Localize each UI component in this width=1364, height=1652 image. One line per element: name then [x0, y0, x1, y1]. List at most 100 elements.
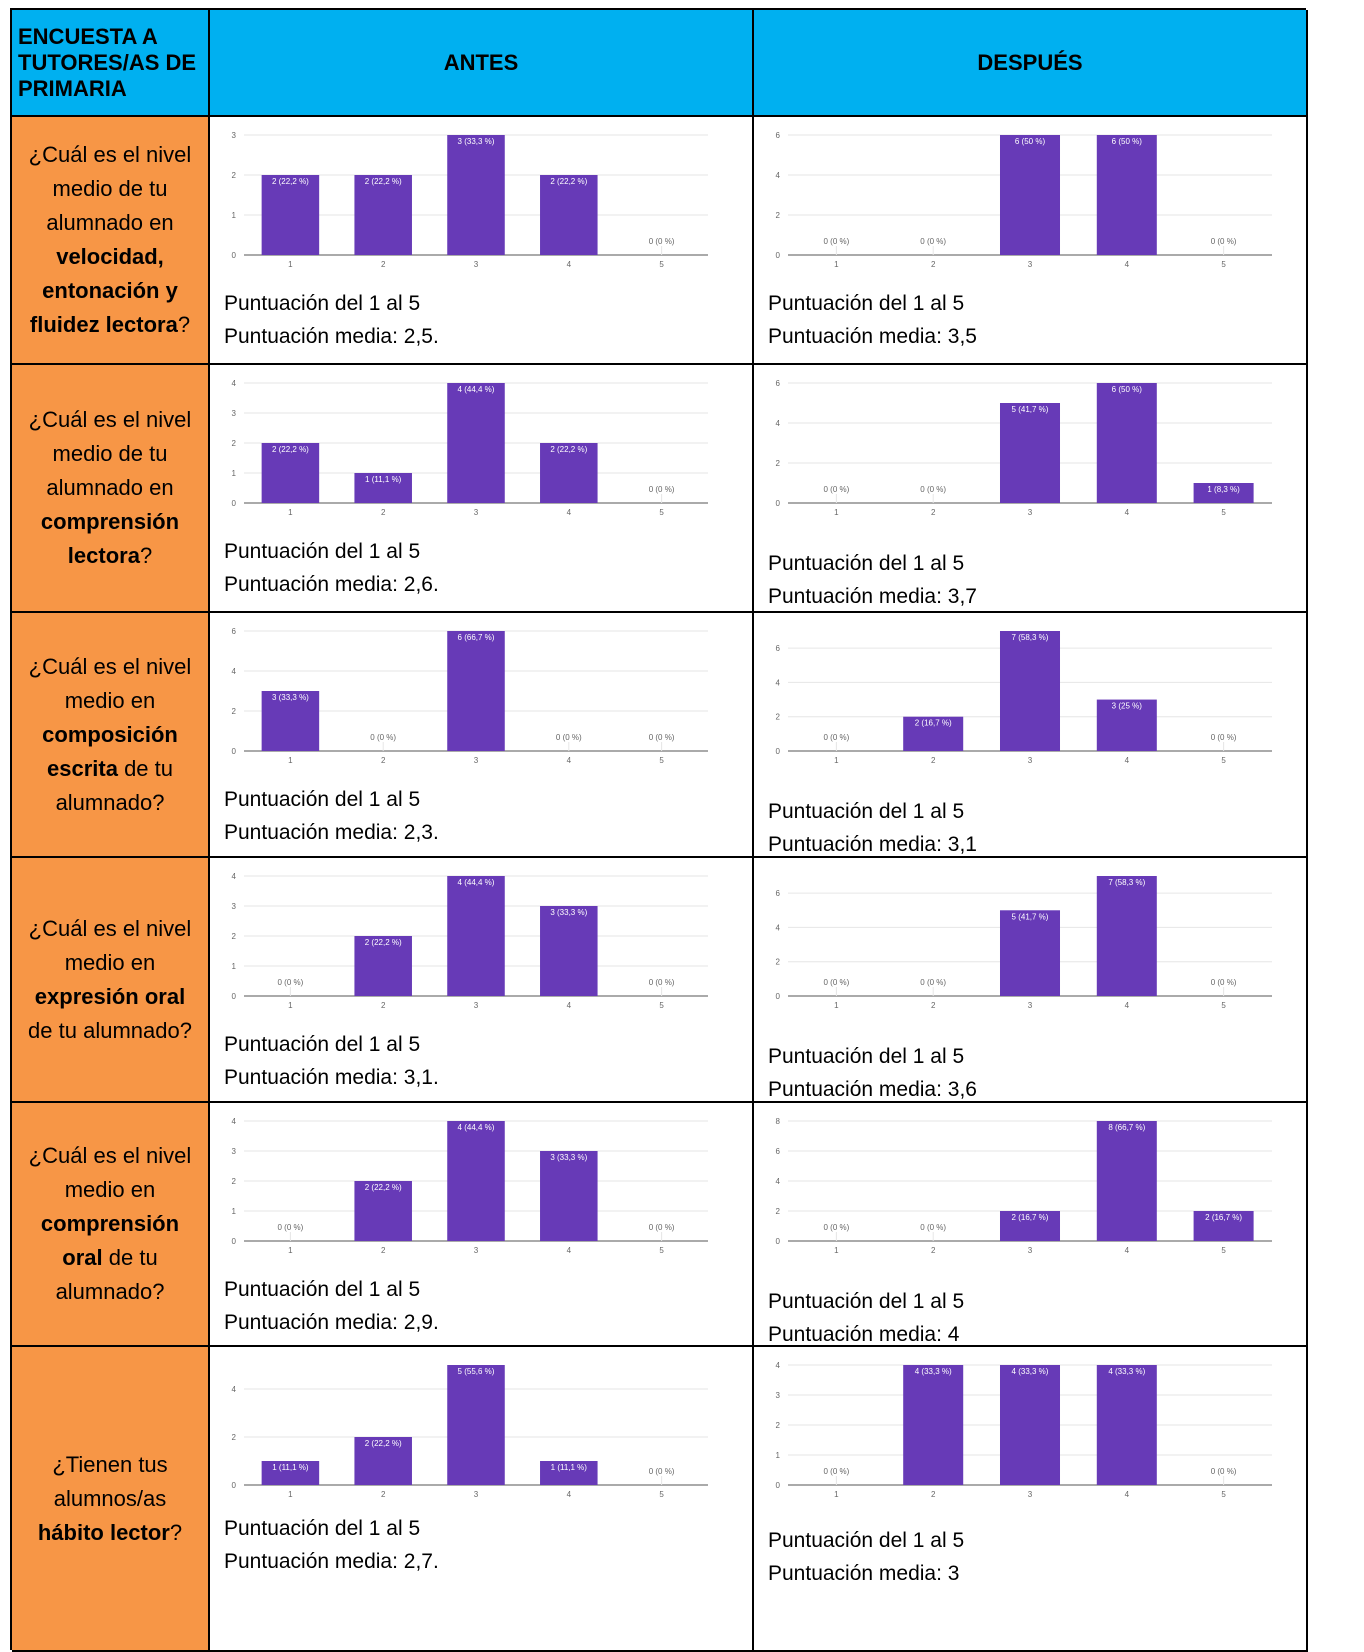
x-tick-label: 4 — [567, 1490, 572, 1499]
score-range-label: Puntuación del 1 al 5 — [224, 788, 421, 811]
y-tick-label: 0 — [776, 992, 781, 1001]
y-tick-label: 2 — [776, 459, 781, 468]
bar-label: 0 (0 %) — [649, 978, 675, 987]
x-tick-label: 2 — [381, 260, 386, 269]
chart-cell-antes: 0 1 2 3 2 (22,2 %) 1 2 (22,2 %) 2 3 (33,3 %) 3 2 (… — [210, 117, 754, 365]
y-tick-label: 4 — [232, 667, 237, 676]
bar-label: 5 (55,6 %) — [458, 1367, 495, 1376]
bar-label: 3 (33,3 %) — [550, 1153, 587, 1162]
bar — [540, 1151, 598, 1241]
bar — [447, 1121, 505, 1241]
bar-label: 3 (25 %) — [1112, 702, 1143, 711]
average-score-label: Puntuación media: 3 — [768, 1562, 960, 1585]
bar-label: 3 (33,3 %) — [550, 908, 587, 917]
x-tick-label: 5 — [1221, 756, 1226, 765]
average-score-label: Puntuación media: 3,1 — [768, 833, 977, 856]
bar-label: 4 (33,3 %) — [1108, 1367, 1145, 1376]
bar-label: 2 (16,7 %) — [1205, 1213, 1242, 1222]
y-tick-label: 4 — [232, 1385, 237, 1394]
score-range-label: Puntuación del 1 al 5 — [224, 292, 421, 315]
average-score-label: Puntuación media: 2,3. — [224, 821, 439, 844]
question-cell: ¿Cuál es el nivel medio de tu alumnado e… — [12, 117, 210, 365]
y-tick-label: 0 — [776, 499, 781, 508]
bar-label: 5 (41,7 %) — [1012, 912, 1049, 921]
x-tick-label: 1 — [834, 1246, 839, 1255]
x-tick-label: 2 — [381, 508, 386, 517]
bar-label: 0 (0 %) — [1211, 1467, 1237, 1476]
y-tick-label: 4 — [776, 923, 781, 932]
x-tick-label: 2 — [931, 1001, 936, 1010]
chart-caption: Puntuación del 1 al 5 Puntuación media: 3 — [768, 1524, 964, 1590]
question-topic: comprensión lectora — [40, 509, 180, 568]
bar-label: 4 (33,3 %) — [915, 1367, 952, 1376]
bar-chart-antes: 0 1 2 3 2 (22,2 %) 1 2 (22,2 %) 2 3 (33,3 %) 3 2 (… — [232, 131, 708, 269]
chart-cell-despues: 0 2 4 6 0 (0 %) 1 0 (0 %) 2 5 (41,7 %) 3 6 (50 %) 4… — [754, 365, 1308, 613]
score-range-label: Puntuación del 1 al 5 — [224, 1033, 421, 1056]
bar-label: 0 (0 %) — [278, 978, 304, 987]
x-tick-label: 3 — [1028, 1001, 1033, 1010]
y-tick-label: 0 — [232, 1237, 237, 1246]
y-tick-label: 2 — [232, 1177, 237, 1186]
bar — [261, 1461, 320, 1485]
y-tick-label: 4 — [776, 171, 781, 180]
x-tick-label: 4 — [1125, 756, 1130, 765]
x-tick-label: 2 — [381, 1490, 386, 1499]
bar-label: 6 (50 %) — [1015, 137, 1046, 146]
question-pre: ¿Cuál es el nivel medio en — [28, 915, 192, 975]
x-tick-label: 1 — [834, 508, 839, 517]
question-cell: ¿Cuál es el nivel medio en expresión ora… — [12, 858, 210, 1103]
bar-chart-antes: 0 1 2 3 4 0 (0 %) 1 2 (22,2 %) 2 4 (44,4 %) 3 3 (33… — [232, 872, 708, 1010]
score-range-label: Puntuación del 1 al 5 — [224, 540, 421, 563]
bar-label: 0 (0 %) — [649, 485, 675, 494]
bar — [447, 135, 505, 255]
x-tick-label: 3 — [474, 756, 479, 765]
bar-label: 7 (58,3 %) — [1012, 633, 1049, 642]
score-range-label: Puntuación del 1 al 5 — [768, 292, 965, 315]
bar-label: 0 (0 %) — [920, 1223, 946, 1232]
question-post: de tu alumnado? — [55, 1245, 165, 1304]
bar-label: 0 (0 %) — [1211, 978, 1237, 987]
x-tick-label: 5 — [659, 260, 664, 269]
bar-chart-despues: 0 2 4 6 0 (0 %) 1 0 (0 %) 2 6 (50 %) 3 6 (50 %) 4 0 … — [776, 131, 1272, 269]
bar-chart-despues: 0 2 4 6 0 (0 %) 1 0 (0 %) 2 5 (41,7 %) 3 6 (50 %) 4… — [776, 379, 1272, 517]
bar — [540, 906, 598, 996]
y-tick-label: 1 — [232, 469, 237, 478]
average-score-label: Puntuación media: 2,7. — [224, 1550, 439, 1573]
chart-caption: Puntuación del 1 al 5 Puntuación media: 3… — [768, 1040, 977, 1101]
x-tick-label: 1 — [834, 756, 839, 765]
x-tick-label: 4 — [567, 756, 572, 765]
score-range-label: Puntuación del 1 al 5 — [768, 800, 965, 823]
bar-label: 0 (0 %) — [824, 978, 850, 987]
bar — [447, 631, 505, 751]
chart-caption: Puntuación del 1 al 5 Puntuación media: 3… — [224, 1028, 439, 1094]
question-pre: ¿Tienen tus alumnos/as — [52, 1451, 168, 1511]
x-tick-label: 3 — [474, 1246, 479, 1255]
bar-label: 7 (58,3 %) — [1108, 878, 1145, 887]
bar — [1096, 1121, 1157, 1241]
bar-chart-despues: 0 1 2 3 4 0 (0 %) 1 4 (33,3 %) 2 4 (33,3 %) 3 4 (33… — [776, 1361, 1272, 1499]
score-range-label: Puntuación del 1 al 5 — [768, 552, 965, 575]
y-tick-label: 3 — [232, 1147, 237, 1156]
y-tick-label: 6 — [776, 1147, 781, 1156]
bar-label: 0 (0 %) — [920, 237, 946, 246]
y-tick-label: 0 — [776, 1237, 781, 1246]
x-tick-label: 4 — [567, 1001, 572, 1010]
header-antes: ANTES — [210, 10, 754, 117]
average-score-label: Puntuación media: 4 — [768, 1323, 960, 1346]
bar-label: 2 (16,7 %) — [915, 719, 952, 728]
bar — [540, 443, 598, 503]
bar — [447, 383, 505, 503]
question-post: ? — [139, 543, 153, 568]
chart-caption: Puntuación del 1 al 5 Puntuación media: 3… — [768, 795, 977, 856]
chart-cell-despues: 0 1 2 3 4 0 (0 %) 1 4 (33,3 %) 2 4 (33,3 %) 3 4 (33… — [754, 1347, 1308, 1652]
question-pre: ¿Cuál es el nivel medio de tu alumnado e… — [28, 407, 192, 500]
bar-label: 2 (22,2 %) — [365, 1183, 402, 1192]
question-post: de tu alumnado? — [55, 755, 173, 815]
y-tick-label: 2 — [232, 932, 237, 941]
bar — [261, 691, 320, 751]
bar-label: 3 (33,3 %) — [272, 693, 309, 702]
bar-label: 4 (44,4 %) — [458, 1123, 495, 1132]
x-tick-label: 2 — [381, 1001, 386, 1010]
y-tick-label: 3 — [232, 902, 237, 911]
bar — [903, 1365, 964, 1485]
